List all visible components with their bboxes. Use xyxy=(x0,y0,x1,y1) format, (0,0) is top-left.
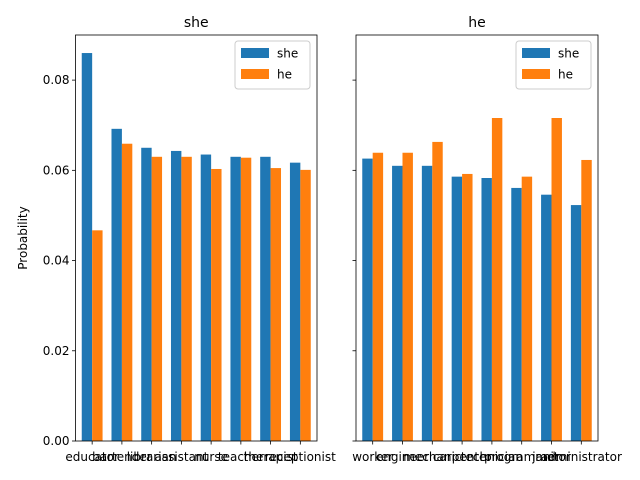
bar-she-bartender xyxy=(111,128,122,441)
bar-she-assistant xyxy=(170,150,182,441)
legend-swatch-he xyxy=(522,69,550,79)
y-tick-label: 0.08 xyxy=(43,73,70,87)
x-tick-label-therapist: therapist xyxy=(244,450,298,464)
bar-he-receptionist xyxy=(300,169,311,441)
x-tick-label-engineer: engineer xyxy=(376,450,429,464)
bar-he-educator xyxy=(92,230,103,441)
bar-he-engineer xyxy=(402,152,413,442)
legend-swatch-he xyxy=(241,69,269,79)
x-tick-label-receptionist: receptionist xyxy=(265,450,336,464)
legend-label-he: he xyxy=(558,68,573,82)
legend-label-she: she xyxy=(558,47,579,61)
bar-she-administrator xyxy=(570,205,582,441)
x-tick-label-mechanic: mechanic xyxy=(403,450,461,464)
x-tick-label-technician: technician xyxy=(461,450,523,464)
y-axis-label: Probability xyxy=(16,206,30,269)
x-tick-label-assistant: assistant xyxy=(154,450,208,464)
bar-she-educator xyxy=(81,53,93,441)
x-tick-label-janitor: janitor xyxy=(531,450,571,464)
axes-frame xyxy=(355,34,599,442)
bar-he-bartender xyxy=(121,143,133,441)
bar-she-engineer xyxy=(392,165,403,441)
x-tick-label-programmer: programmer xyxy=(484,450,559,464)
bar-she-nurse xyxy=(200,154,212,442)
bar-he-librarian xyxy=(151,156,163,442)
legend-swatch-she xyxy=(241,48,269,58)
bar-she-carpenter xyxy=(451,176,463,441)
x-tick-label-carpenter: carpenter xyxy=(433,450,492,464)
x-tick-label-nurse: nurse xyxy=(194,450,228,464)
bar-she-programmer xyxy=(511,187,522,441)
bar-he-technician xyxy=(491,118,503,441)
x-tick-label-worker: worker xyxy=(352,450,393,464)
y-tick-label: 0.00 xyxy=(43,434,70,448)
bar-he-worker xyxy=(372,152,384,442)
bar-he-nurse xyxy=(211,168,222,442)
bar-she-janitor xyxy=(541,194,552,441)
bar-she-therapist xyxy=(260,156,271,442)
x-tick-label-librarian: librarian xyxy=(127,450,177,464)
bar-he-janitor xyxy=(551,118,562,441)
bar-he-therapist xyxy=(270,168,282,441)
x-tick-label-educator: educator xyxy=(65,450,119,464)
bar-he-teacher xyxy=(240,157,252,441)
chart-title: he xyxy=(468,15,486,31)
y-tick-label: 0.06 xyxy=(43,163,70,177)
legend-swatch-she xyxy=(522,48,550,58)
bar-he-assistant xyxy=(181,156,192,442)
bar-she-teacher xyxy=(230,156,241,442)
x-tick-label-bartender: bartender xyxy=(92,450,152,464)
x-tick-label-teacher: teacher xyxy=(218,450,264,464)
bar-she-mechanic xyxy=(421,165,433,441)
bar-he-administrator xyxy=(581,159,592,441)
bar-she-receptionist xyxy=(289,162,301,441)
chart-panel-0: 0.00 0.02 0.04 0.06 0.08 educatorbartenderlib… xyxy=(16,15,336,464)
bar-he-programmer xyxy=(521,176,533,441)
legend-label-he: he xyxy=(277,68,292,82)
axes-frame xyxy=(75,34,318,442)
bar-she-worker xyxy=(362,158,373,441)
y-tick-label: 0.02 xyxy=(43,344,70,358)
chart-panel-1: workerengineermechaniccarpentertechnicia… xyxy=(352,15,622,464)
legend-label-she: she xyxy=(277,47,298,61)
bar-she-technician xyxy=(481,178,492,441)
chart-title: she xyxy=(184,15,209,31)
bar-he-mechanic xyxy=(432,141,443,441)
bar-she-librarian xyxy=(141,147,152,441)
y-tick-label: 0.04 xyxy=(43,254,70,268)
x-tick-label-administrator: administrator xyxy=(541,450,622,464)
bar-he-carpenter xyxy=(462,173,473,441)
